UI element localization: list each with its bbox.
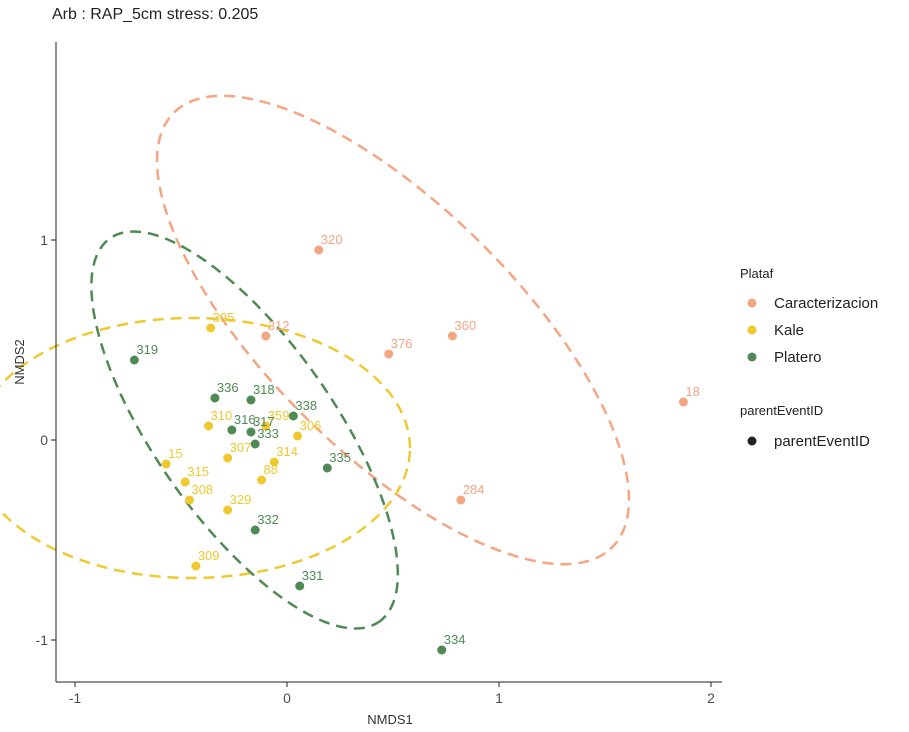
x-tick-label: 2 — [707, 690, 715, 706]
point-caracterizacion — [456, 495, 466, 505]
point-label-kale: 310 — [211, 408, 233, 423]
point-kale — [180, 477, 190, 487]
point-kale — [206, 323, 216, 333]
point-kale — [269, 457, 279, 467]
y-tick-label: 1 — [40, 232, 48, 248]
point-platero — [437, 645, 447, 655]
legend-item-parenteventid: parentEventID — [747, 433, 870, 450]
point-label-platero: 335 — [329, 450, 351, 465]
point-label-platero: 319 — [136, 342, 158, 357]
x-tick-label: 0 — [283, 690, 291, 706]
legend-label-platero: Platero — [774, 349, 822, 366]
point-platero — [227, 425, 237, 435]
point-label-platero: 318 — [253, 382, 275, 397]
legend-item-kale: Kale — [747, 322, 804, 339]
x-tick-label: 1 — [495, 690, 503, 706]
point-label-kale: 329 — [230, 492, 252, 507]
point-label-platero: 331 — [302, 568, 324, 583]
point-label-kale: 309 — [198, 548, 220, 563]
point-layer — [129, 245, 688, 655]
point-kale — [184, 495, 194, 505]
ellipse-kale — [0, 316, 412, 580]
point-label-platero: 336 — [217, 380, 239, 395]
shape-legend-title: parentEventID — [740, 403, 823, 418]
point-kale — [293, 431, 303, 441]
point-label-kale: 315 — [187, 464, 209, 479]
point-label-kale: 307 — [230, 440, 252, 455]
point-label-kale: 359 — [268, 408, 290, 423]
point-platero — [250, 439, 260, 449]
legend: Plataf Caracterizacion Kale Platero pare… — [740, 266, 878, 450]
point-kale — [261, 421, 271, 431]
point-label-platero: 333 — [257, 426, 279, 441]
point-platero — [246, 395, 256, 405]
point-kale — [257, 475, 267, 485]
legend-key-platero — [747, 352, 757, 362]
point-label-kale: 395 — [213, 310, 235, 325]
point-caracterizacion — [384, 349, 394, 359]
x-tick-label: -1 — [69, 690, 82, 706]
point-platero — [322, 463, 332, 473]
point-kale — [223, 505, 233, 515]
point-label-caracterizacion: 18 — [685, 384, 699, 399]
plot-title: Arb : RAP_5cm stress: 0.205 — [52, 6, 259, 23]
legend-label-kale: Kale — [774, 322, 804, 339]
point-kale — [191, 561, 201, 571]
y-tick-label: -1 — [36, 632, 49, 648]
legend-key-parenteventid — [747, 436, 757, 446]
point-label-caracterizacion: 320 — [321, 232, 343, 247]
ellipse-layer — [0, 94, 631, 630]
axis-layer — [51, 42, 722, 687]
label-layer: 320 312 376 360 18 284 395 359 306 310 15 315 307 314… — [136, 232, 700, 647]
point-label-platero: 332 — [257, 512, 279, 527]
ellipse-caracterizacion — [155, 94, 631, 566]
legend-key-caracterizacion — [747, 298, 757, 308]
legend-title: Plataf — [740, 266, 774, 281]
point-platero — [210, 393, 220, 403]
point-label-platero: 317 — [253, 414, 275, 429]
point-label-kale: 88 — [264, 462, 278, 477]
y-axis-title: NMDS2 — [12, 339, 27, 385]
point-kale — [161, 459, 171, 469]
x-axis-title: NMDS1 — [367, 712, 413, 727]
point-label-kale: 306 — [300, 418, 322, 433]
ellipse-platero — [90, 230, 400, 630]
legend-label-parenteventid: parentEventID — [774, 433, 870, 450]
point-platero — [295, 581, 305, 591]
point-kale — [204, 421, 214, 431]
point-label-platero: 316 — [234, 412, 256, 427]
point-label-caracterizacion: 360 — [454, 318, 476, 333]
point-label-kale: 314 — [276, 444, 298, 459]
point-label-caracterizacion: 284 — [463, 482, 485, 497]
legend-item-caracterizacion: Caracterizacion — [747, 295, 878, 312]
y-tick-label: 0 — [40, 432, 48, 448]
point-kale — [223, 453, 233, 463]
point-caracterizacion — [678, 397, 688, 407]
point-caracterizacion — [447, 331, 457, 341]
legend-key-kale — [747, 325, 757, 335]
legend-label-caracterizacion: Caracterizacion — [774, 295, 878, 312]
point-label-kale: 15 — [168, 446, 182, 461]
point-label-platero: 338 — [295, 398, 317, 413]
point-label-caracterizacion: 312 — [268, 318, 290, 333]
point-caracterizacion — [261, 331, 271, 341]
point-label-caracterizacion: 376 — [391, 336, 413, 351]
point-caracterizacion — [314, 245, 324, 255]
point-platero — [129, 355, 139, 365]
point-label-platero: 334 — [444, 632, 466, 647]
legend-item-platero: Platero — [747, 349, 822, 366]
point-platero — [288, 411, 298, 421]
point-platero — [246, 427, 256, 437]
point-label-kale: 308 — [191, 482, 213, 497]
point-platero — [250, 525, 260, 535]
